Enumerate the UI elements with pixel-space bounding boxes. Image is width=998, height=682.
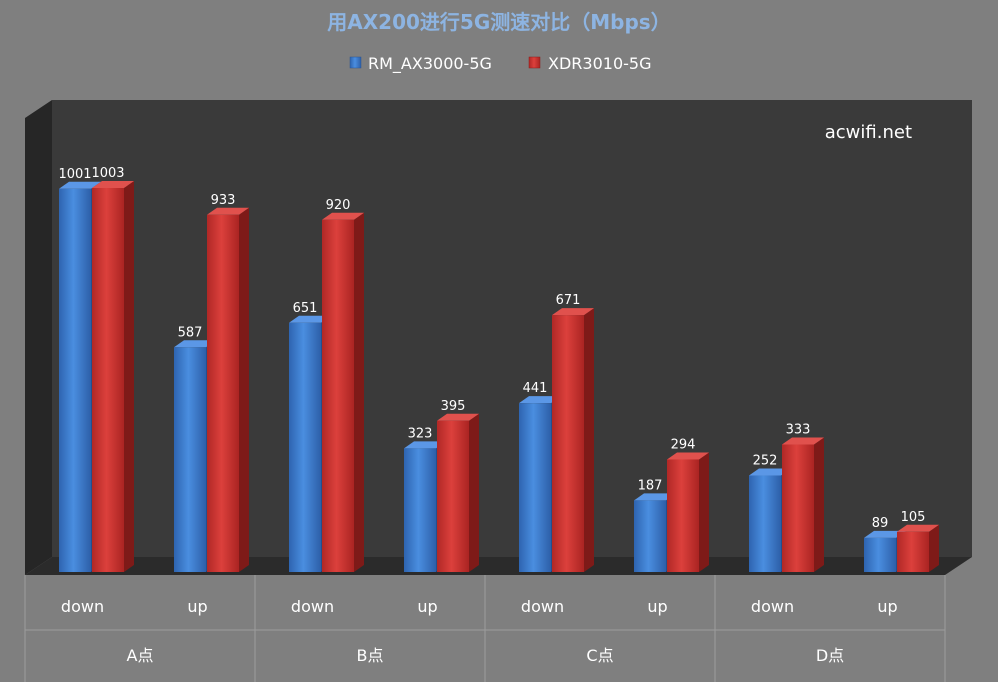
bar-front bbox=[552, 315, 584, 572]
bar-side bbox=[699, 452, 709, 572]
bar-side bbox=[354, 212, 364, 572]
bar-top bbox=[864, 530, 906, 538]
x-group-label: A点 bbox=[127, 646, 154, 665]
plot-area bbox=[25, 100, 972, 575]
bar-front bbox=[634, 500, 666, 572]
bar-front bbox=[519, 403, 551, 572]
bar bbox=[92, 181, 134, 572]
x-tick-label: down bbox=[61, 597, 104, 616]
bar-top bbox=[322, 212, 364, 220]
bar-front bbox=[897, 531, 929, 572]
category-axis: down up down up down up down up A点 B点 C点 D点 bbox=[24, 575, 946, 682]
bar bbox=[897, 524, 939, 572]
bar-front bbox=[174, 347, 206, 572]
x-tick-label: down bbox=[521, 597, 564, 616]
data-label: 1001 bbox=[58, 167, 91, 182]
data-label: 441 bbox=[523, 381, 548, 396]
bar-front bbox=[207, 214, 239, 572]
bar-top bbox=[207, 207, 249, 215]
bar-top bbox=[92, 181, 134, 188]
plot-side-wall bbox=[25, 100, 52, 575]
data-label: 294 bbox=[671, 437, 696, 452]
bar-top bbox=[437, 413, 479, 421]
bar-top bbox=[519, 396, 561, 404]
bar-front bbox=[437, 420, 469, 572]
bar-side bbox=[814, 437, 824, 572]
data-label: 920 bbox=[326, 198, 351, 213]
bar-front bbox=[749, 475, 781, 572]
data-label: 333 bbox=[786, 423, 811, 438]
plot-back-wall bbox=[52, 100, 972, 557]
data-label: 252 bbox=[753, 454, 778, 469]
bar-top bbox=[552, 308, 594, 316]
x-tick-label: up bbox=[187, 597, 207, 616]
bar-top bbox=[897, 524, 939, 532]
chart-title: 用AX200进行5G测速对比（Mbps） bbox=[327, 10, 670, 34]
bar bbox=[207, 207, 249, 572]
bar bbox=[552, 308, 594, 572]
bar-top bbox=[782, 437, 824, 445]
legend-swatch-xdr3010 bbox=[528, 56, 541, 69]
x-group-label: C点 bbox=[586, 646, 613, 665]
data-label: 105 bbox=[901, 510, 926, 525]
data-label: 671 bbox=[556, 293, 581, 308]
data-label: 587 bbox=[178, 325, 203, 340]
bar-front bbox=[864, 537, 896, 572]
bar-side bbox=[469, 413, 479, 572]
bar-front bbox=[59, 188, 91, 573]
value-labels: 1001 1003 587 933 651 920 323 395 441 671 187 294 25… bbox=[58, 166, 925, 531]
data-label: 395 bbox=[441, 399, 466, 414]
bar-top bbox=[634, 493, 676, 501]
bar bbox=[782, 437, 824, 572]
plot-floor bbox=[25, 557, 972, 575]
x-group-label: D点 bbox=[816, 646, 844, 665]
data-label: 187 bbox=[638, 478, 663, 493]
x-tick-label: up bbox=[417, 597, 437, 616]
watermark: acwifi.net bbox=[825, 122, 912, 143]
bar-front bbox=[92, 188, 124, 572]
x-tick-label: down bbox=[291, 597, 334, 616]
data-label: 1003 bbox=[91, 166, 124, 181]
x-group-label: B点 bbox=[357, 646, 384, 665]
x-tick-label: up bbox=[647, 597, 667, 616]
bar-front bbox=[404, 448, 436, 572]
legend-label-rm-ax3000: RM_AX3000-5G bbox=[368, 54, 492, 74]
bar-top bbox=[174, 340, 216, 348]
data-label: 323 bbox=[408, 426, 433, 441]
bar-front bbox=[782, 444, 814, 572]
legend-label-xdr3010: XDR3010-5G bbox=[548, 54, 651, 73]
data-label: 89 bbox=[872, 516, 889, 531]
bar-side bbox=[929, 524, 939, 572]
bar-front bbox=[322, 219, 354, 572]
bar-front bbox=[289, 322, 321, 572]
bar-side bbox=[239, 207, 249, 572]
data-label: 933 bbox=[211, 193, 236, 208]
bar-side bbox=[584, 308, 594, 572]
bar-top bbox=[667, 452, 709, 460]
bar bbox=[437, 413, 479, 572]
bar-side bbox=[124, 181, 134, 572]
legend-swatch-rm-ax3000 bbox=[349, 56, 362, 69]
bar-top bbox=[404, 441, 446, 449]
bar-top bbox=[59, 181, 101, 189]
legend: RM_AX3000-5G XDR3010-5G bbox=[349, 54, 651, 74]
bars bbox=[59, 181, 939, 573]
bar bbox=[322, 212, 364, 572]
x-tick-label: down bbox=[751, 597, 794, 616]
data-label: 651 bbox=[293, 301, 318, 316]
x-tick-label: up bbox=[877, 597, 897, 616]
bar-top bbox=[749, 468, 791, 476]
bar-front bbox=[667, 459, 699, 572]
bar-top bbox=[289, 315, 331, 323]
bar bbox=[667, 452, 709, 572]
